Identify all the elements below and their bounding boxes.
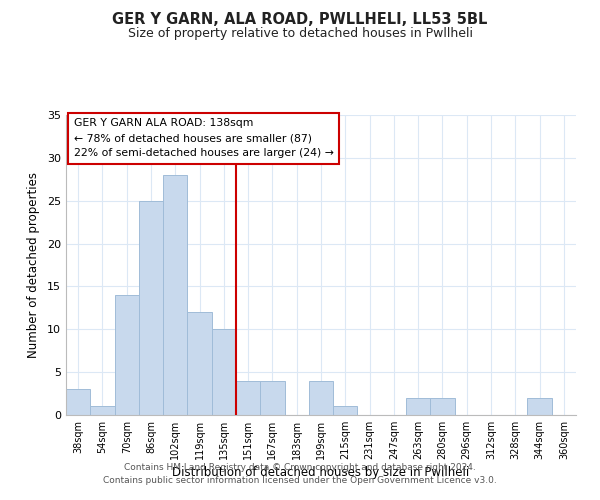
Bar — [163, 175, 187, 415]
X-axis label: Distribution of detached houses by size in Pwllheli: Distribution of detached houses by size … — [172, 466, 470, 479]
Text: Size of property relative to detached houses in Pwllheli: Size of property relative to detached ho… — [128, 28, 473, 40]
Bar — [260, 380, 284, 415]
Bar — [90, 406, 115, 415]
Bar — [430, 398, 455, 415]
Y-axis label: Number of detached properties: Number of detached properties — [27, 172, 40, 358]
Text: GER Y GARN ALA ROAD: 138sqm
← 78% of detached houses are smaller (87)
22% of sem: GER Y GARN ALA ROAD: 138sqm ← 78% of det… — [74, 118, 334, 158]
Text: GER Y GARN, ALA ROAD, PWLLHELI, LL53 5BL: GER Y GARN, ALA ROAD, PWLLHELI, LL53 5BL — [112, 12, 488, 28]
Bar — [139, 200, 163, 415]
Bar — [212, 330, 236, 415]
Bar — [66, 390, 90, 415]
Bar — [333, 406, 358, 415]
Bar — [236, 380, 260, 415]
Bar — [527, 398, 552, 415]
Text: Contains public sector information licensed under the Open Government Licence v3: Contains public sector information licen… — [103, 476, 497, 485]
Bar — [406, 398, 430, 415]
Bar — [187, 312, 212, 415]
Bar — [309, 380, 333, 415]
Text: Contains HM Land Registry data © Crown copyright and database right 2024.: Contains HM Land Registry data © Crown c… — [124, 464, 476, 472]
Bar — [115, 295, 139, 415]
